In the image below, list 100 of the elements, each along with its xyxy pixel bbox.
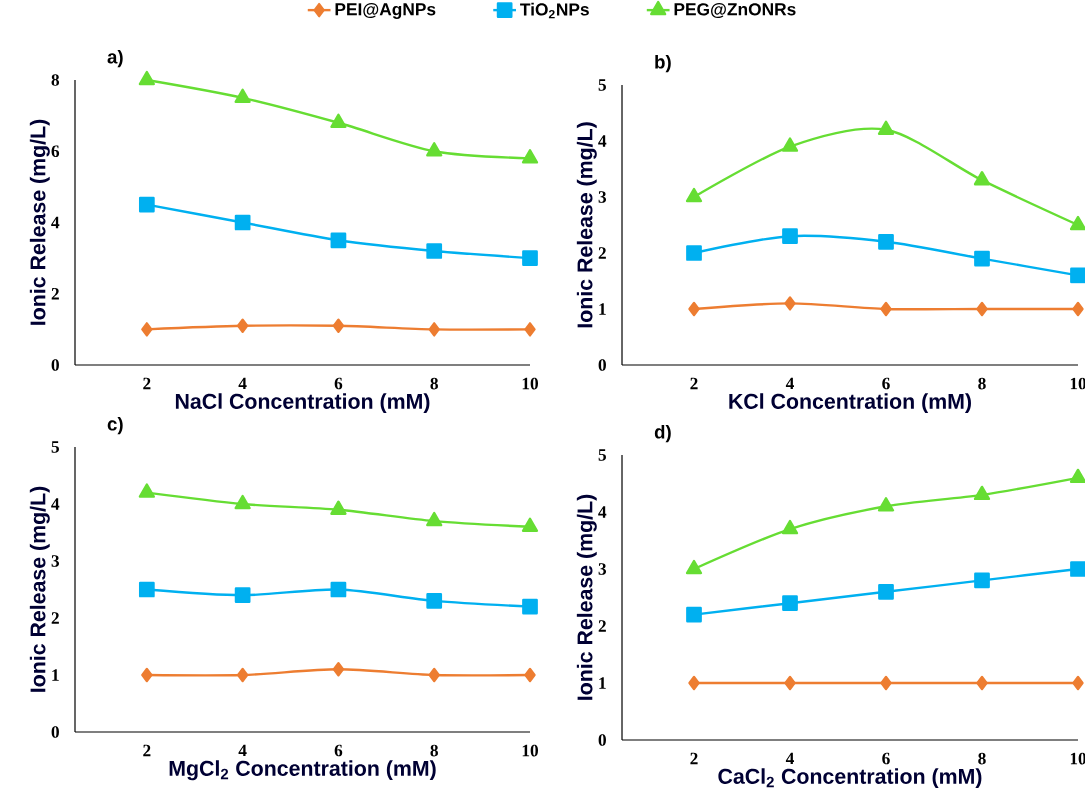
y-tick-label: 2	[51, 288, 59, 300]
chart-title: d)	[654, 424, 671, 443]
y-tick-label: 0	[51, 726, 59, 738]
point	[781, 137, 799, 152]
point	[330, 581, 347, 598]
point	[974, 572, 990, 589]
y-tick-label: 4	[51, 216, 60, 229]
legend-label: PEG@ZnONRs	[674, 2, 796, 19]
y-tick-label: 5	[598, 449, 606, 461]
point	[521, 517, 539, 532]
point	[878, 233, 894, 250]
x-tick-label: 4	[785, 752, 795, 765]
x-tick-label: 8	[978, 377, 986, 390]
y-tick-label: 0	[598, 359, 606, 371]
x-axis-title: MgCl$_{2}$ Concentration (mM)	[169, 760, 436, 781]
x-tick-label: 10	[522, 744, 539, 757]
y-tick-label: 2	[598, 247, 606, 259]
point	[782, 228, 798, 245]
y-tick-label: 1	[599, 677, 606, 689]
point	[522, 598, 538, 615]
y-tick-label: 6	[51, 145, 60, 158]
point	[878, 583, 894, 600]
point	[880, 301, 892, 317]
point	[976, 675, 988, 691]
point	[877, 120, 895, 135]
point	[332, 318, 345, 334]
point	[524, 322, 536, 337]
x-tick-label: 2	[690, 377, 698, 390]
x-tick-label: 2	[143, 377, 151, 390]
point	[426, 593, 443, 609]
y-axis-title: Ionic Release (mg/L)	[576, 122, 597, 328]
legend-label: PEI@AgNPs	[335, 2, 436, 19]
x-tick-label: 6	[334, 377, 343, 390]
x-tick-label: 10	[522, 377, 539, 390]
point	[138, 483, 155, 498]
point	[234, 494, 251, 510]
point	[138, 70, 155, 86]
point	[877, 497, 895, 512]
point	[781, 519, 799, 535]
point	[521, 149, 539, 164]
point	[1072, 301, 1084, 317]
point	[688, 301, 700, 317]
point	[428, 667, 440, 683]
y-tick-label: 4	[51, 498, 60, 510]
x-tick-label: 4	[238, 744, 247, 757]
x-tick-label: 8	[978, 752, 986, 765]
point	[426, 142, 443, 157]
point	[524, 667, 536, 683]
y-tick-label: 3	[598, 191, 607, 203]
point	[1072, 675, 1084, 691]
point	[522, 250, 538, 266]
x-tick-label: 8	[430, 377, 438, 390]
y-tick-label: 4	[598, 135, 607, 147]
point	[330, 500, 347, 515]
point	[976, 301, 988, 317]
y-tick-label: 0	[51, 359, 59, 371]
point	[686, 245, 702, 261]
x-tick-label: 4	[238, 377, 247, 390]
y-tick-label: 8	[51, 74, 60, 86]
y-tick-label: 0	[598, 734, 606, 746]
x-axis-title: NaCl Concentration (mM)	[175, 393, 430, 414]
y-axis-title: Ionic Release (mg/L)	[29, 486, 50, 692]
x-tick-label: 6	[882, 377, 890, 390]
x-tick-label: 8	[430, 744, 438, 757]
point	[234, 88, 251, 104]
y-axis-title: Ionic Release (mg/L)	[576, 494, 597, 700]
y-tick-label: 5	[51, 441, 59, 453]
point	[782, 595, 798, 612]
point	[330, 232, 347, 249]
chart-title: c)	[107, 416, 123, 435]
point	[426, 511, 443, 527]
y-tick-label: 2	[598, 620, 606, 632]
point	[138, 581, 155, 598]
y-axis-title: Ionic Release (mg/L)	[29, 119, 50, 325]
x-axis-title: CaCl$_{2}$ Concentration (mM)	[718, 768, 982, 789]
point	[686, 606, 702, 623]
point	[973, 485, 991, 501]
point	[426, 243, 443, 259]
point	[973, 170, 991, 186]
y-tick-label: 3	[51, 555, 60, 567]
point	[234, 587, 251, 604]
point	[138, 196, 155, 213]
point	[784, 296, 796, 311]
point	[234, 214, 251, 231]
x-tick-label: 4	[785, 377, 795, 390]
legend-label: TiO$_{2}$NPs	[520, 2, 589, 19]
point	[332, 662, 345, 677]
x-tick-label: 6	[334, 744, 343, 757]
point	[685, 187, 703, 203]
y-tick-label: 4	[598, 506, 607, 518]
point	[784, 675, 796, 691]
point	[688, 675, 700, 691]
y-tick-label: 1	[52, 669, 59, 681]
x-tick-label: 2	[690, 752, 698, 765]
point	[236, 318, 249, 334]
x-tick-label: 2	[143, 744, 151, 757]
chart-title: a)	[107, 49, 123, 68]
x-axis-title: KCl Concentration (mM)	[729, 393, 971, 414]
y-tick-label: 2	[51, 612, 59, 624]
y-tick-label: 1	[599, 303, 606, 315]
